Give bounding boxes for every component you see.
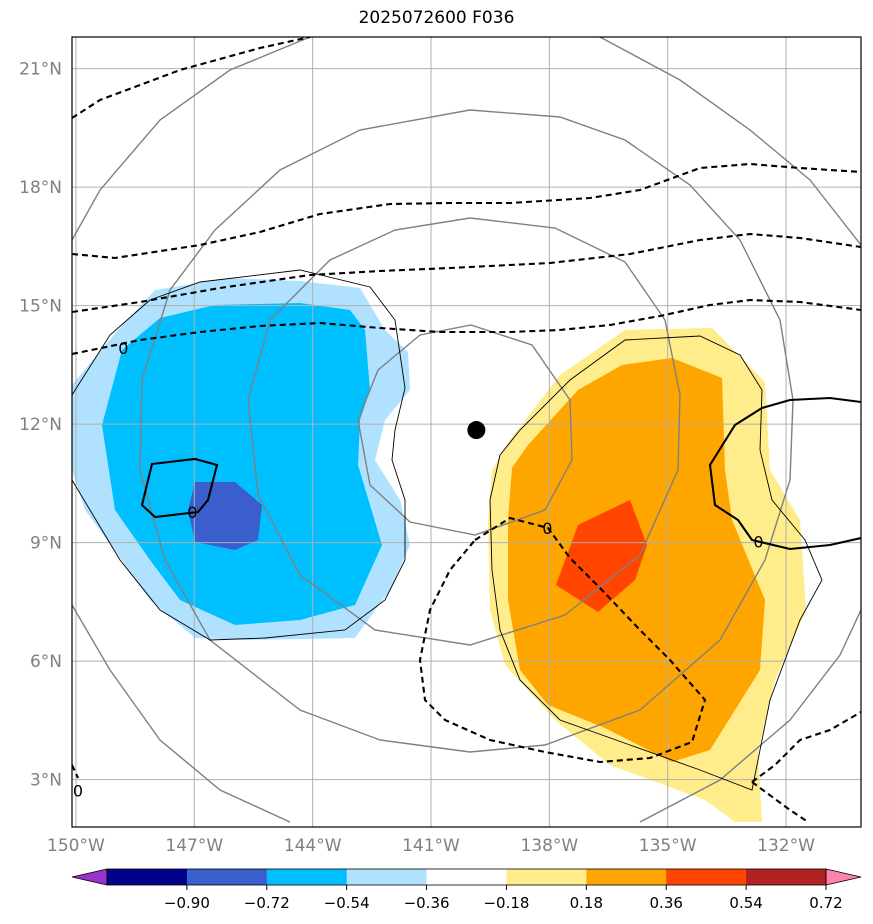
lat-label: 21°N — [19, 60, 62, 80]
map-frame — [71, 36, 862, 828]
colorbar-outline — [106, 868, 827, 886]
lon-label: 144°W — [284, 836, 342, 856]
colorbar-segment — [746, 869, 827, 885]
colorbar-segment — [107, 869, 188, 885]
dashed-contour-southeast — [751, 711, 861, 783]
colorbar-tick-label: 0.18 — [570, 894, 603, 912]
distance-ring-4-south — [639, 609, 861, 823]
thin-outline-contours — [72, 269, 823, 791]
latitude-labels: 21°N 18°N 15°N 12°N 9°N 6°N 3°N — [19, 60, 62, 791]
distance-ring-2 — [247, 217, 681, 646]
lat-label: 6°N — [30, 652, 62, 672]
colorbar — [71, 868, 862, 886]
lon-label: 132°W — [757, 836, 815, 856]
lon-label: 138°W — [520, 836, 578, 856]
lat-label: 15°N — [19, 297, 62, 317]
lat-lon-grid — [72, 37, 861, 827]
colorbar-tick-label: −0.54 — [324, 894, 370, 912]
colorbar-extend-low — [71, 868, 108, 886]
positive-anomaly-core-region — [556, 500, 647, 612]
dashed-contours — [72, 37, 861, 823]
colorbar-tick-label: −0.36 — [404, 894, 450, 912]
negative-anomaly-core-region — [188, 482, 262, 550]
contour-labels: 0 0 0 0 0 — [73, 339, 764, 800]
distance-ring-3 — [139, 109, 794, 753]
chart-title: 2025072600 F036 — [358, 8, 515, 28]
contour-label: 0 — [753, 533, 763, 552]
colorbar-segment — [506, 869, 587, 885]
dashed-contour-2 — [72, 162, 861, 260]
lon-label: 147°W — [165, 836, 223, 856]
dashed-contour-4 — [72, 298, 861, 356]
lat-label: 3°N — [30, 771, 62, 791]
solid-contour-east — [708, 396, 861, 551]
dashed-contour-southwest — [72, 764, 79, 779]
lon-label: 141°W — [402, 836, 460, 856]
colorbar-tick-label: 0.36 — [650, 894, 683, 912]
colorbar-segment — [586, 869, 667, 885]
distance-ring-1 — [357, 324, 573, 536]
solid-contours — [140, 396, 861, 551]
colorbar-tick-label: −0.72 — [244, 894, 290, 912]
lon-label: 135°W — [639, 836, 697, 856]
distance-ring-4 — [72, 37, 311, 241]
colorbar-tick-label: −0.18 — [483, 894, 529, 912]
thin-contour-east — [489, 335, 823, 791]
distance-ring-4-west — [72, 604, 291, 823]
colorbar-tick-label: 0.72 — [809, 894, 842, 912]
negative-anomaly-mid-region — [102, 303, 382, 625]
contour-label: 0 — [118, 339, 128, 358]
lat-label: 12°N — [19, 415, 62, 435]
dashed-contour-southeast-2 — [751, 781, 809, 823]
colorbar-extend-high — [825, 868, 862, 886]
solid-contour-west — [140, 457, 219, 519]
distance-ring-4-east — [599, 37, 861, 246]
distance-rings — [72, 37, 861, 823]
contour-label: 0 — [542, 519, 552, 538]
longitude-labels: 150°W 147°W 144°W 141°W 138°W 135°W 132°W — [47, 836, 815, 856]
colorbar-tick-labels: −0.90 −0.72 −0.54 −0.36 −0.18 0.18 0.36 0.54 0.7… — [164, 885, 843, 912]
colorbar-segment — [346, 869, 428, 885]
colorbar-segment — [666, 869, 747, 885]
thin-contour-west — [72, 269, 406, 641]
dashed-contour-south-loop — [418, 516, 707, 764]
lon-label: 150°W — [47, 836, 105, 856]
colorbar-segment — [426, 869, 507, 885]
colorbar-tick-label: −0.90 — [164, 894, 210, 912]
contour-label: 0 — [73, 781, 83, 800]
colorbar-segment — [186, 869, 268, 885]
dashed-contour-3 — [72, 232, 861, 314]
dashed-contour-1 — [72, 37, 311, 119]
contour-label: 0 — [187, 503, 197, 522]
lat-label: 18°N — [19, 178, 62, 198]
lat-label: 9°N — [30, 534, 62, 554]
storm-center-marker — [467, 421, 486, 440]
colorbar-tick-label: 0.54 — [729, 894, 762, 912]
colorbar-segment — [266, 869, 348, 885]
